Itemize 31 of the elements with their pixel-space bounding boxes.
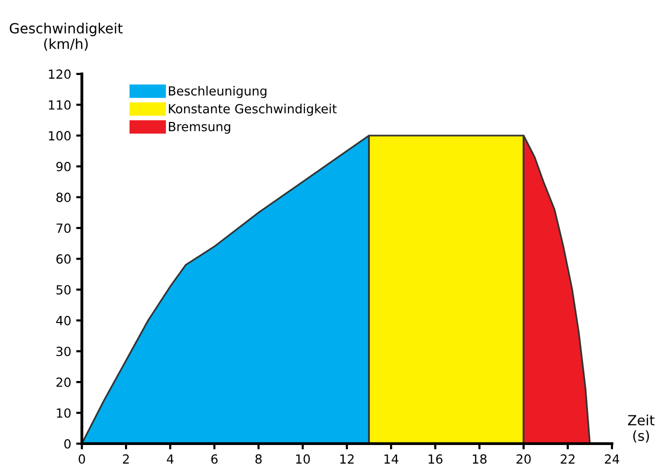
x-tick-label: 0: [78, 454, 86, 464]
y-tick-label: 120: [48, 69, 71, 79]
y-tick-label: 40: [56, 316, 71, 326]
y-tick-label: 50: [56, 285, 71, 295]
y-tick-label: 70: [56, 223, 71, 233]
x-tick-label: 14: [384, 454, 398, 464]
x-tick-label: 22: [560, 454, 574, 464]
y-tick-label: 60: [56, 254, 71, 264]
x-tick-label: 24: [604, 454, 620, 464]
y-tick-label: 0: [64, 439, 71, 449]
x-tick-label: 16: [428, 454, 442, 464]
legend-label: Beschleunigung: [168, 86, 266, 98]
x-tick-label: 8: [255, 454, 262, 464]
x-tick-label: 2: [122, 454, 129, 464]
y-tick-label: 90: [56, 162, 71, 172]
y-tick-label: 100: [48, 131, 71, 140]
y-tick-label: 30: [56, 346, 71, 356]
y-tick-label: 110: [48, 100, 71, 110]
legend-label: Konstante Geschwindigkeit: [168, 104, 337, 116]
x-tick-label: 20: [516, 454, 531, 464]
x-tick-label: 12: [340, 454, 354, 464]
legend-label: Bremsung: [168, 122, 230, 134]
y-tick-label: 80: [56, 192, 71, 202]
x-tick-label: 4: [166, 454, 174, 464]
y-tick-label: 20: [56, 378, 71, 387]
x-tick-label: 18: [472, 454, 487, 464]
x-axis-title: Zeit (s): [628, 414, 654, 443]
y-tick-label: 10: [56, 408, 71, 418]
x-tick-label: 6: [211, 454, 218, 464]
y-axis-title: Geschwindigkeit (km/h): [10, 22, 123, 51]
x-tick-label: 10: [296, 454, 310, 464]
